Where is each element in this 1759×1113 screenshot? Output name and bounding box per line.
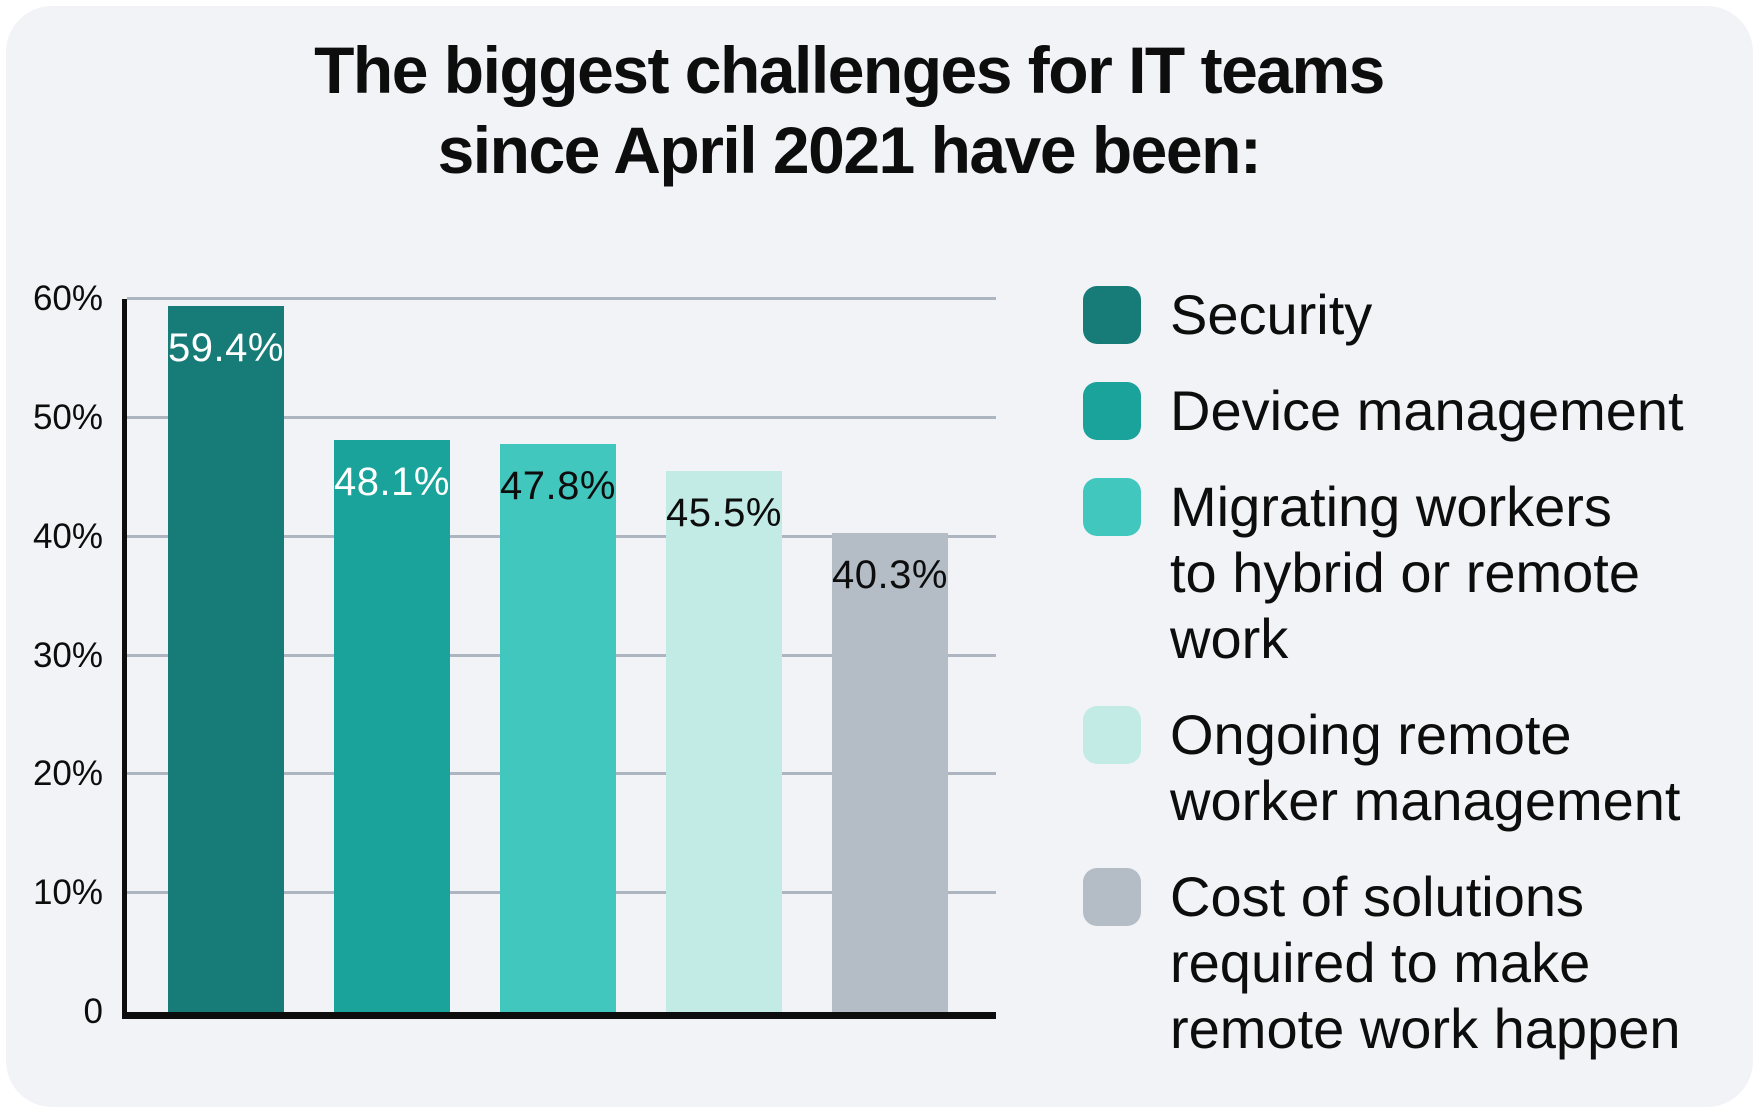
bar-device-management: 48.1% (334, 440, 450, 1012)
legend-label: Ongoing remote worker management (1170, 703, 1681, 832)
legend: Security Device management Migrating worke… (1083, 282, 1723, 1092)
legend-label: Cost of solutions required to make remot… (1170, 865, 1681, 1060)
y-tick-label: 30% (32, 635, 103, 675)
y-tick-label: 0 (83, 992, 103, 1031)
legend-swatch-icon (1083, 382, 1141, 440)
bar-migrating-workers-to-hybrid-or-remote-work: 47.8% (500, 443, 616, 1012)
y-tick-label: 40% (32, 516, 103, 556)
bar-value-label: 48.1% (334, 460, 450, 505)
bar-value-label: 40.3% (832, 553, 948, 598)
legend-item: Device management (1083, 378, 1723, 444)
bar-value-label: 47.8% (500, 463, 616, 508)
legend-item: Ongoing remote worker management (1083, 702, 1723, 834)
y-tick-label: 20% (32, 754, 103, 794)
legend-swatch-icon (1083, 286, 1141, 344)
legend-item: Security (1083, 282, 1723, 348)
bar-security: 59.4% (168, 306, 284, 1012)
gridline-50 (127, 415, 996, 419)
y-tick-label: 50% (32, 397, 103, 437)
legend-label: Device management (1170, 379, 1684, 442)
bar-cost-of-solutions-required-to-make-remote-work-happen: 40.3% (832, 533, 948, 1012)
legend-item: Migrating workers to hybrid or remote wo… (1083, 474, 1723, 672)
legend-label: Migrating workers to hybrid or remote wo… (1170, 475, 1640, 670)
y-tick-label: 60% (32, 279, 103, 318)
legend-item: Cost of solutions required to make remot… (1083, 864, 1723, 1062)
chart-title: The biggest challenges for IT teams sinc… (314, 33, 1385, 187)
bar-ongoing-remote-worker-management: 45.5% (666, 471, 782, 1012)
y-tick-label: 10% (32, 873, 103, 913)
bar-value-label: 45.5% (666, 491, 782, 536)
plot-area: 59.4% 48.1% 47.8% 45.5% 40.3% (122, 297, 996, 1019)
legend-swatch-icon (1083, 478, 1141, 536)
bar-value-label: 59.4% (168, 326, 284, 371)
legend-swatch-icon (1083, 706, 1141, 764)
legend-swatch-icon (1083, 868, 1141, 926)
gridline-60 (127, 297, 996, 300)
legend-label: Security (1170, 283, 1373, 346)
